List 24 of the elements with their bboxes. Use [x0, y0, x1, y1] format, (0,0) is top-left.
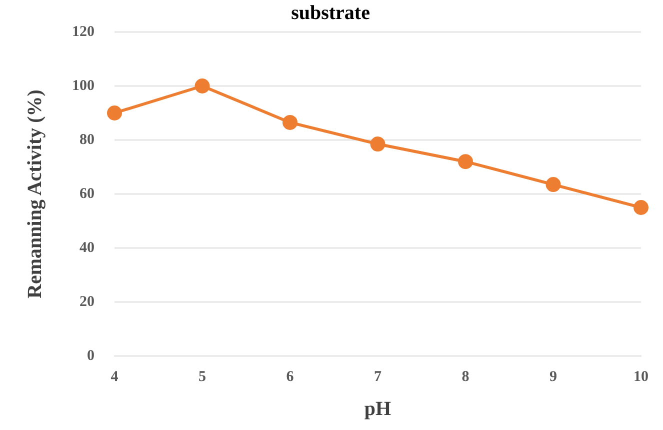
- point: [370, 136, 386, 152]
- y-tick-label: 100: [72, 78, 94, 94]
- x-tick-label: 5: [198, 368, 206, 385]
- y-tick-label: 0: [87, 348, 94, 364]
- x-axis-title: pH: [364, 398, 392, 420]
- point: [194, 78, 210, 94]
- y-axis-title: Remanning Activity (%): [24, 90, 46, 298]
- point: [282, 114, 298, 130]
- x-tick-label: 9: [550, 368, 557, 385]
- x-tick-label: 6: [286, 368, 294, 385]
- y-tick-label: 120: [72, 24, 94, 40]
- x-tick-label: 4: [110, 368, 119, 385]
- y-tick-label: 40: [80, 240, 94, 256]
- point: [458, 154, 473, 170]
- y-tick-label: 60: [80, 186, 94, 202]
- chart-title: substrate: [291, 2, 370, 24]
- point: [107, 106, 122, 120]
- point: [546, 177, 561, 192]
- x-tick-label: 8: [462, 368, 470, 385]
- y-tick-label: 20: [80, 294, 94, 310]
- x-tick-label: 7: [374, 368, 382, 385]
- y-tick-label: 80: [80, 132, 94, 148]
- point: [634, 200, 648, 215]
- x-tick-label: 10: [634, 368, 648, 385]
